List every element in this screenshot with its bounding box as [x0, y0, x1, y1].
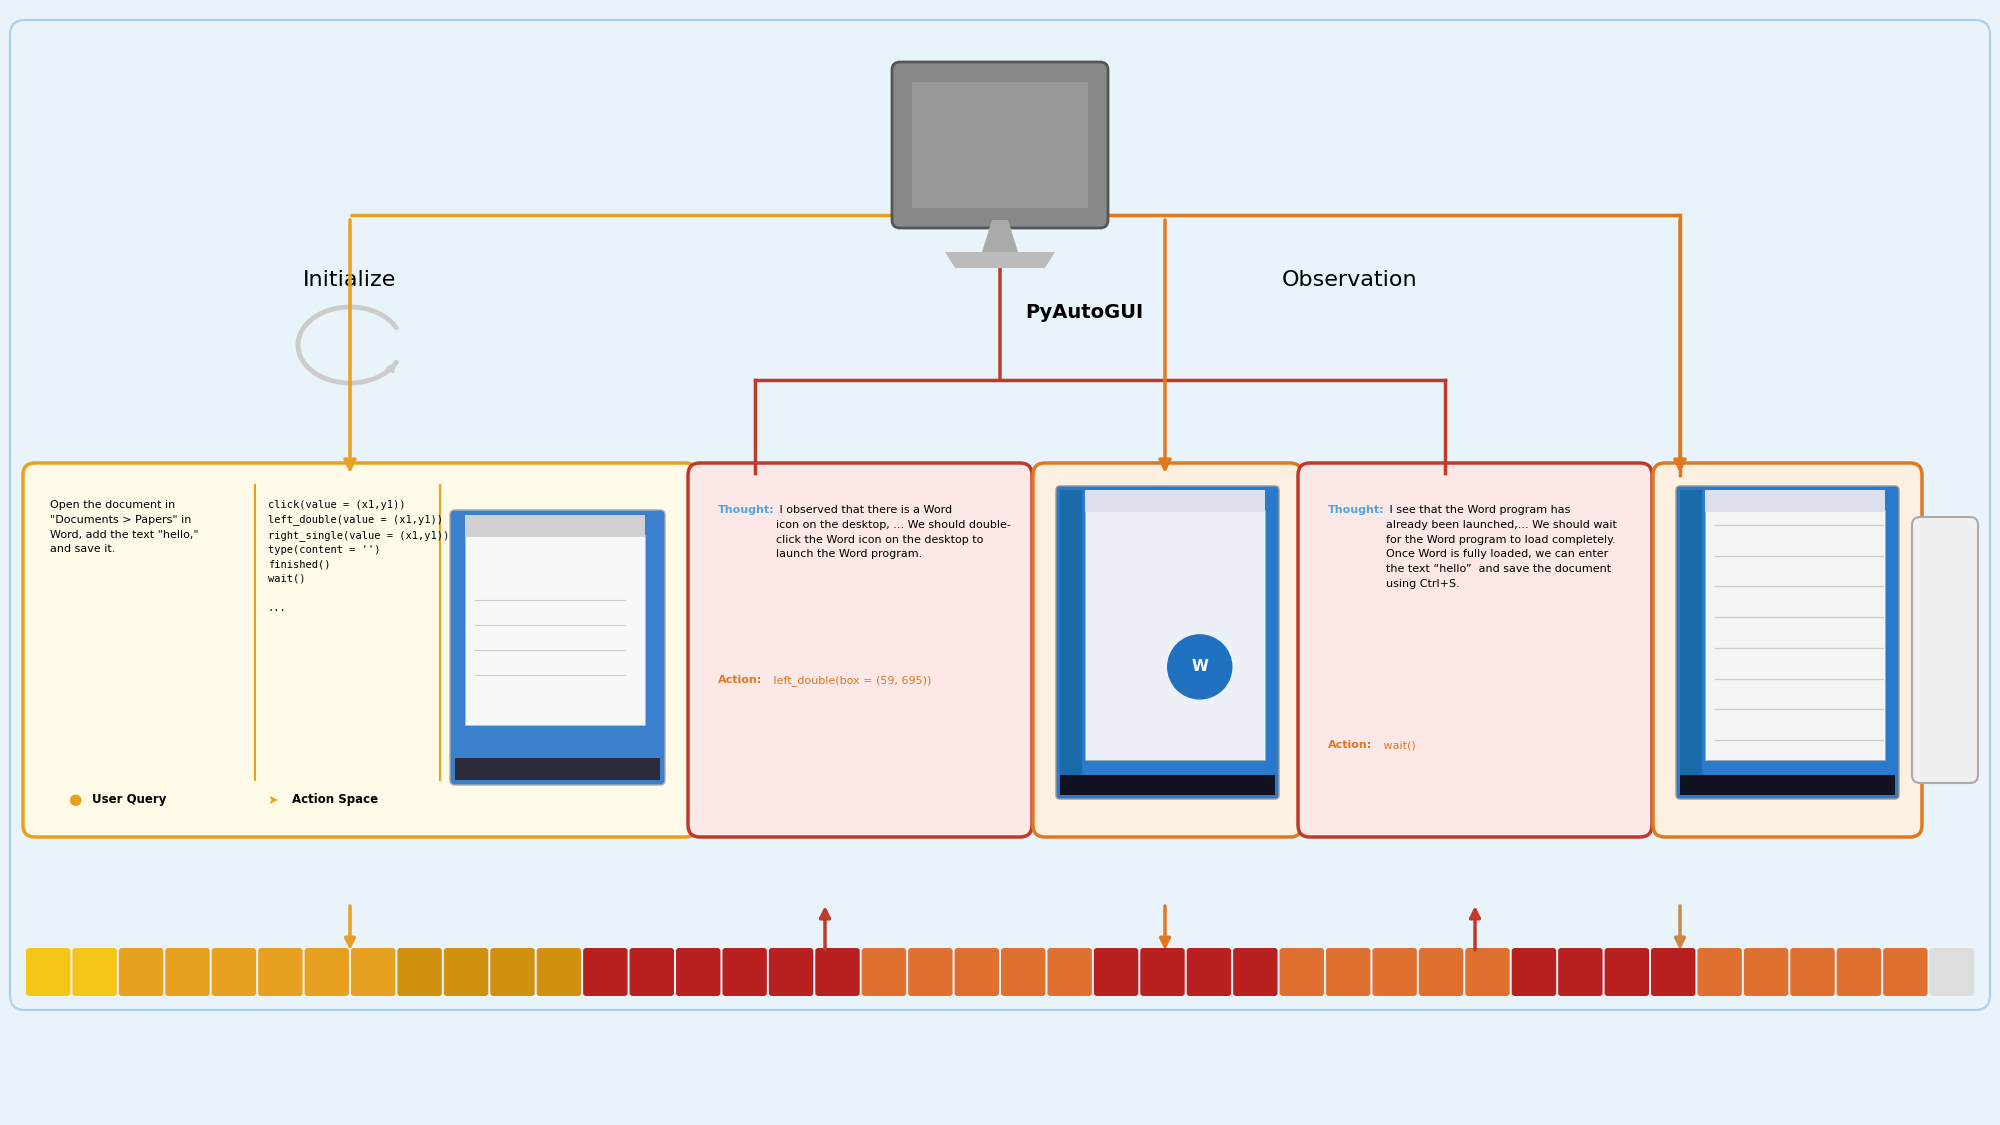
FancyBboxPatch shape: [1680, 490, 1702, 775]
Text: Action:: Action:: [1328, 740, 1372, 750]
Text: click(value = (x1,y1))
left_double(value = (x1,y1))
right_single(value = (x1,y1): click(value = (x1,y1)) left_double(value…: [268, 500, 450, 613]
FancyBboxPatch shape: [456, 758, 660, 780]
FancyBboxPatch shape: [1680, 775, 1894, 795]
Text: User Query: User Query: [92, 793, 166, 807]
FancyBboxPatch shape: [1884, 948, 1928, 996]
Text: Thought:: Thought:: [718, 505, 774, 515]
Text: ➤: ➤: [268, 793, 278, 807]
FancyBboxPatch shape: [1652, 464, 1922, 837]
FancyBboxPatch shape: [1912, 518, 1978, 783]
FancyBboxPatch shape: [1186, 948, 1232, 996]
FancyBboxPatch shape: [1002, 948, 1046, 996]
FancyBboxPatch shape: [908, 948, 952, 996]
FancyBboxPatch shape: [464, 515, 644, 537]
FancyBboxPatch shape: [1704, 490, 1884, 512]
FancyBboxPatch shape: [212, 948, 256, 996]
Text: Open the document in
"Documents > Papers" in
Word, add the text "hello,"
and sav: Open the document in "Documents > Papers…: [50, 500, 198, 555]
FancyBboxPatch shape: [688, 464, 1032, 837]
Polygon shape: [944, 252, 1056, 268]
FancyBboxPatch shape: [912, 82, 1088, 208]
FancyBboxPatch shape: [862, 948, 906, 996]
FancyBboxPatch shape: [1558, 948, 1602, 996]
FancyBboxPatch shape: [1280, 948, 1324, 996]
Text: wait(): wait(): [1380, 740, 1416, 750]
FancyBboxPatch shape: [1372, 948, 1416, 996]
FancyBboxPatch shape: [1704, 510, 1884, 760]
FancyBboxPatch shape: [1418, 948, 1464, 996]
Text: Observation: Observation: [1282, 270, 1418, 290]
FancyBboxPatch shape: [490, 948, 534, 996]
FancyBboxPatch shape: [816, 948, 860, 996]
Circle shape: [1168, 634, 1232, 699]
FancyBboxPatch shape: [118, 948, 164, 996]
FancyBboxPatch shape: [72, 948, 116, 996]
Text: I see that the Word program has
already been launched,... We should wait
for the: I see that the Word program has already …: [1386, 505, 1616, 590]
FancyBboxPatch shape: [464, 536, 644, 724]
FancyBboxPatch shape: [1604, 948, 1648, 996]
FancyBboxPatch shape: [536, 948, 582, 996]
FancyBboxPatch shape: [258, 948, 302, 996]
FancyBboxPatch shape: [1084, 490, 1266, 512]
FancyBboxPatch shape: [1698, 948, 1742, 996]
FancyBboxPatch shape: [1048, 948, 1092, 996]
FancyBboxPatch shape: [444, 948, 488, 996]
FancyBboxPatch shape: [954, 948, 1000, 996]
FancyBboxPatch shape: [722, 948, 766, 996]
Text: PyAutoGUI: PyAutoGUI: [1024, 303, 1144, 322]
FancyBboxPatch shape: [768, 948, 814, 996]
FancyBboxPatch shape: [26, 948, 70, 996]
FancyBboxPatch shape: [166, 948, 210, 996]
FancyBboxPatch shape: [450, 510, 664, 785]
Text: Action Space: Action Space: [292, 793, 378, 807]
FancyBboxPatch shape: [1060, 775, 1276, 795]
FancyBboxPatch shape: [676, 948, 720, 996]
FancyBboxPatch shape: [1060, 490, 1082, 775]
FancyBboxPatch shape: [1466, 948, 1510, 996]
Text: Action:: Action:: [718, 675, 762, 685]
FancyBboxPatch shape: [10, 20, 1990, 1010]
FancyBboxPatch shape: [1032, 464, 1302, 837]
FancyBboxPatch shape: [24, 464, 698, 837]
FancyBboxPatch shape: [1056, 486, 1280, 799]
Polygon shape: [982, 220, 1018, 252]
FancyBboxPatch shape: [1744, 948, 1788, 996]
FancyBboxPatch shape: [892, 62, 1108, 228]
FancyBboxPatch shape: [1094, 948, 1138, 996]
Text: Thought:: Thought:: [1328, 505, 1384, 515]
FancyBboxPatch shape: [1790, 948, 1834, 996]
FancyBboxPatch shape: [1930, 948, 1974, 996]
Text: left_double(box = (59, 695)): left_double(box = (59, 695)): [770, 675, 932, 686]
FancyBboxPatch shape: [1234, 948, 1278, 996]
Text: W: W: [1192, 659, 1208, 674]
FancyBboxPatch shape: [584, 948, 628, 996]
FancyBboxPatch shape: [1326, 948, 1370, 996]
Text: I observed that there is a Word
icon on the desktop, ... We should double-
click: I observed that there is a Word icon on …: [776, 505, 1010, 559]
FancyBboxPatch shape: [1650, 948, 1696, 996]
FancyBboxPatch shape: [1676, 486, 1898, 799]
FancyBboxPatch shape: [304, 948, 350, 996]
Text: Initialize: Initialize: [304, 270, 396, 290]
FancyBboxPatch shape: [1140, 948, 1184, 996]
FancyBboxPatch shape: [1084, 510, 1266, 760]
Text: ●: ●: [68, 792, 82, 808]
FancyBboxPatch shape: [352, 948, 396, 996]
FancyBboxPatch shape: [630, 948, 674, 996]
FancyBboxPatch shape: [398, 948, 442, 996]
FancyBboxPatch shape: [1512, 948, 1556, 996]
FancyBboxPatch shape: [1836, 948, 1882, 996]
FancyBboxPatch shape: [1298, 464, 1652, 837]
